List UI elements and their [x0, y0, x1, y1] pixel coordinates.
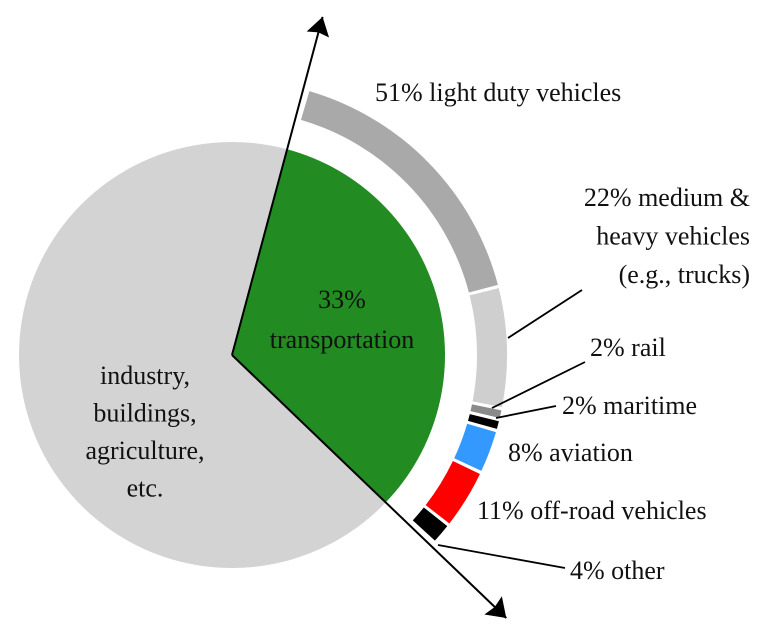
value-label: 8% — [508, 438, 543, 467]
leader-line — [491, 361, 586, 409]
category-label: heavy vehicles — [596, 221, 750, 250]
category-label: maritime — [603, 391, 697, 420]
category-label: industry, — [100, 361, 190, 390]
category-label: buildings, — [93, 398, 196, 427]
ring-segment — [425, 460, 480, 524]
value-label: 51% — [375, 78, 423, 107]
leader-line — [437, 544, 566, 569]
ring-segment — [454, 423, 496, 471]
ring-segment — [469, 288, 508, 408]
leader-line — [495, 405, 557, 419]
category-label: rail — [631, 333, 666, 362]
category-label: light duty vehicles — [429, 78, 621, 107]
leader-line — [507, 289, 583, 339]
category-label: etc. — [127, 473, 164, 502]
value-label: 11% — [477, 496, 524, 525]
breakdown-label: (e.g., trucks) — [619, 260, 750, 289]
breakdown-label: 4% other — [570, 556, 665, 585]
category-label: aviation — [549, 438, 633, 467]
value-label: 4% — [570, 556, 605, 585]
breakdown-label: 2% maritime — [562, 391, 697, 420]
ring-segment — [300, 91, 498, 293]
ring-segment — [467, 414, 499, 429]
category-label: agriculture, — [85, 436, 204, 465]
ring-segment — [412, 507, 448, 541]
value-label: 33% — [318, 285, 366, 314]
breakdown-label: 51% light duty vehicles — [375, 78, 621, 107]
value-label: 2% — [590, 333, 625, 362]
breakdown-label: 22% medium & — [584, 183, 750, 212]
pie-slice — [232, 149, 446, 503]
category-label: medium & — [638, 183, 750, 212]
arrow-head — [306, 16, 330, 38]
breakdown-label: heavy vehicles — [596, 221, 750, 250]
arrow-head — [484, 596, 507, 619]
ring-segment — [470, 404, 502, 419]
category-label: other — [611, 556, 665, 585]
arrow-line — [231, 354, 507, 619]
breakdown-label: 11% off-road vehicles — [477, 496, 707, 525]
breakdown-label: 8% aviation — [508, 438, 633, 467]
category-label: (e.g., trucks) — [619, 260, 750, 289]
pie-slice — [18, 142, 386, 568]
value-label: 2% — [562, 391, 597, 420]
category-label: transportation — [270, 325, 414, 354]
value-label: 22% — [584, 183, 632, 212]
breakdown-label: 2% rail — [590, 333, 666, 362]
category-label: off-road vehicles — [530, 496, 706, 525]
arrow-line — [231, 16, 324, 356]
